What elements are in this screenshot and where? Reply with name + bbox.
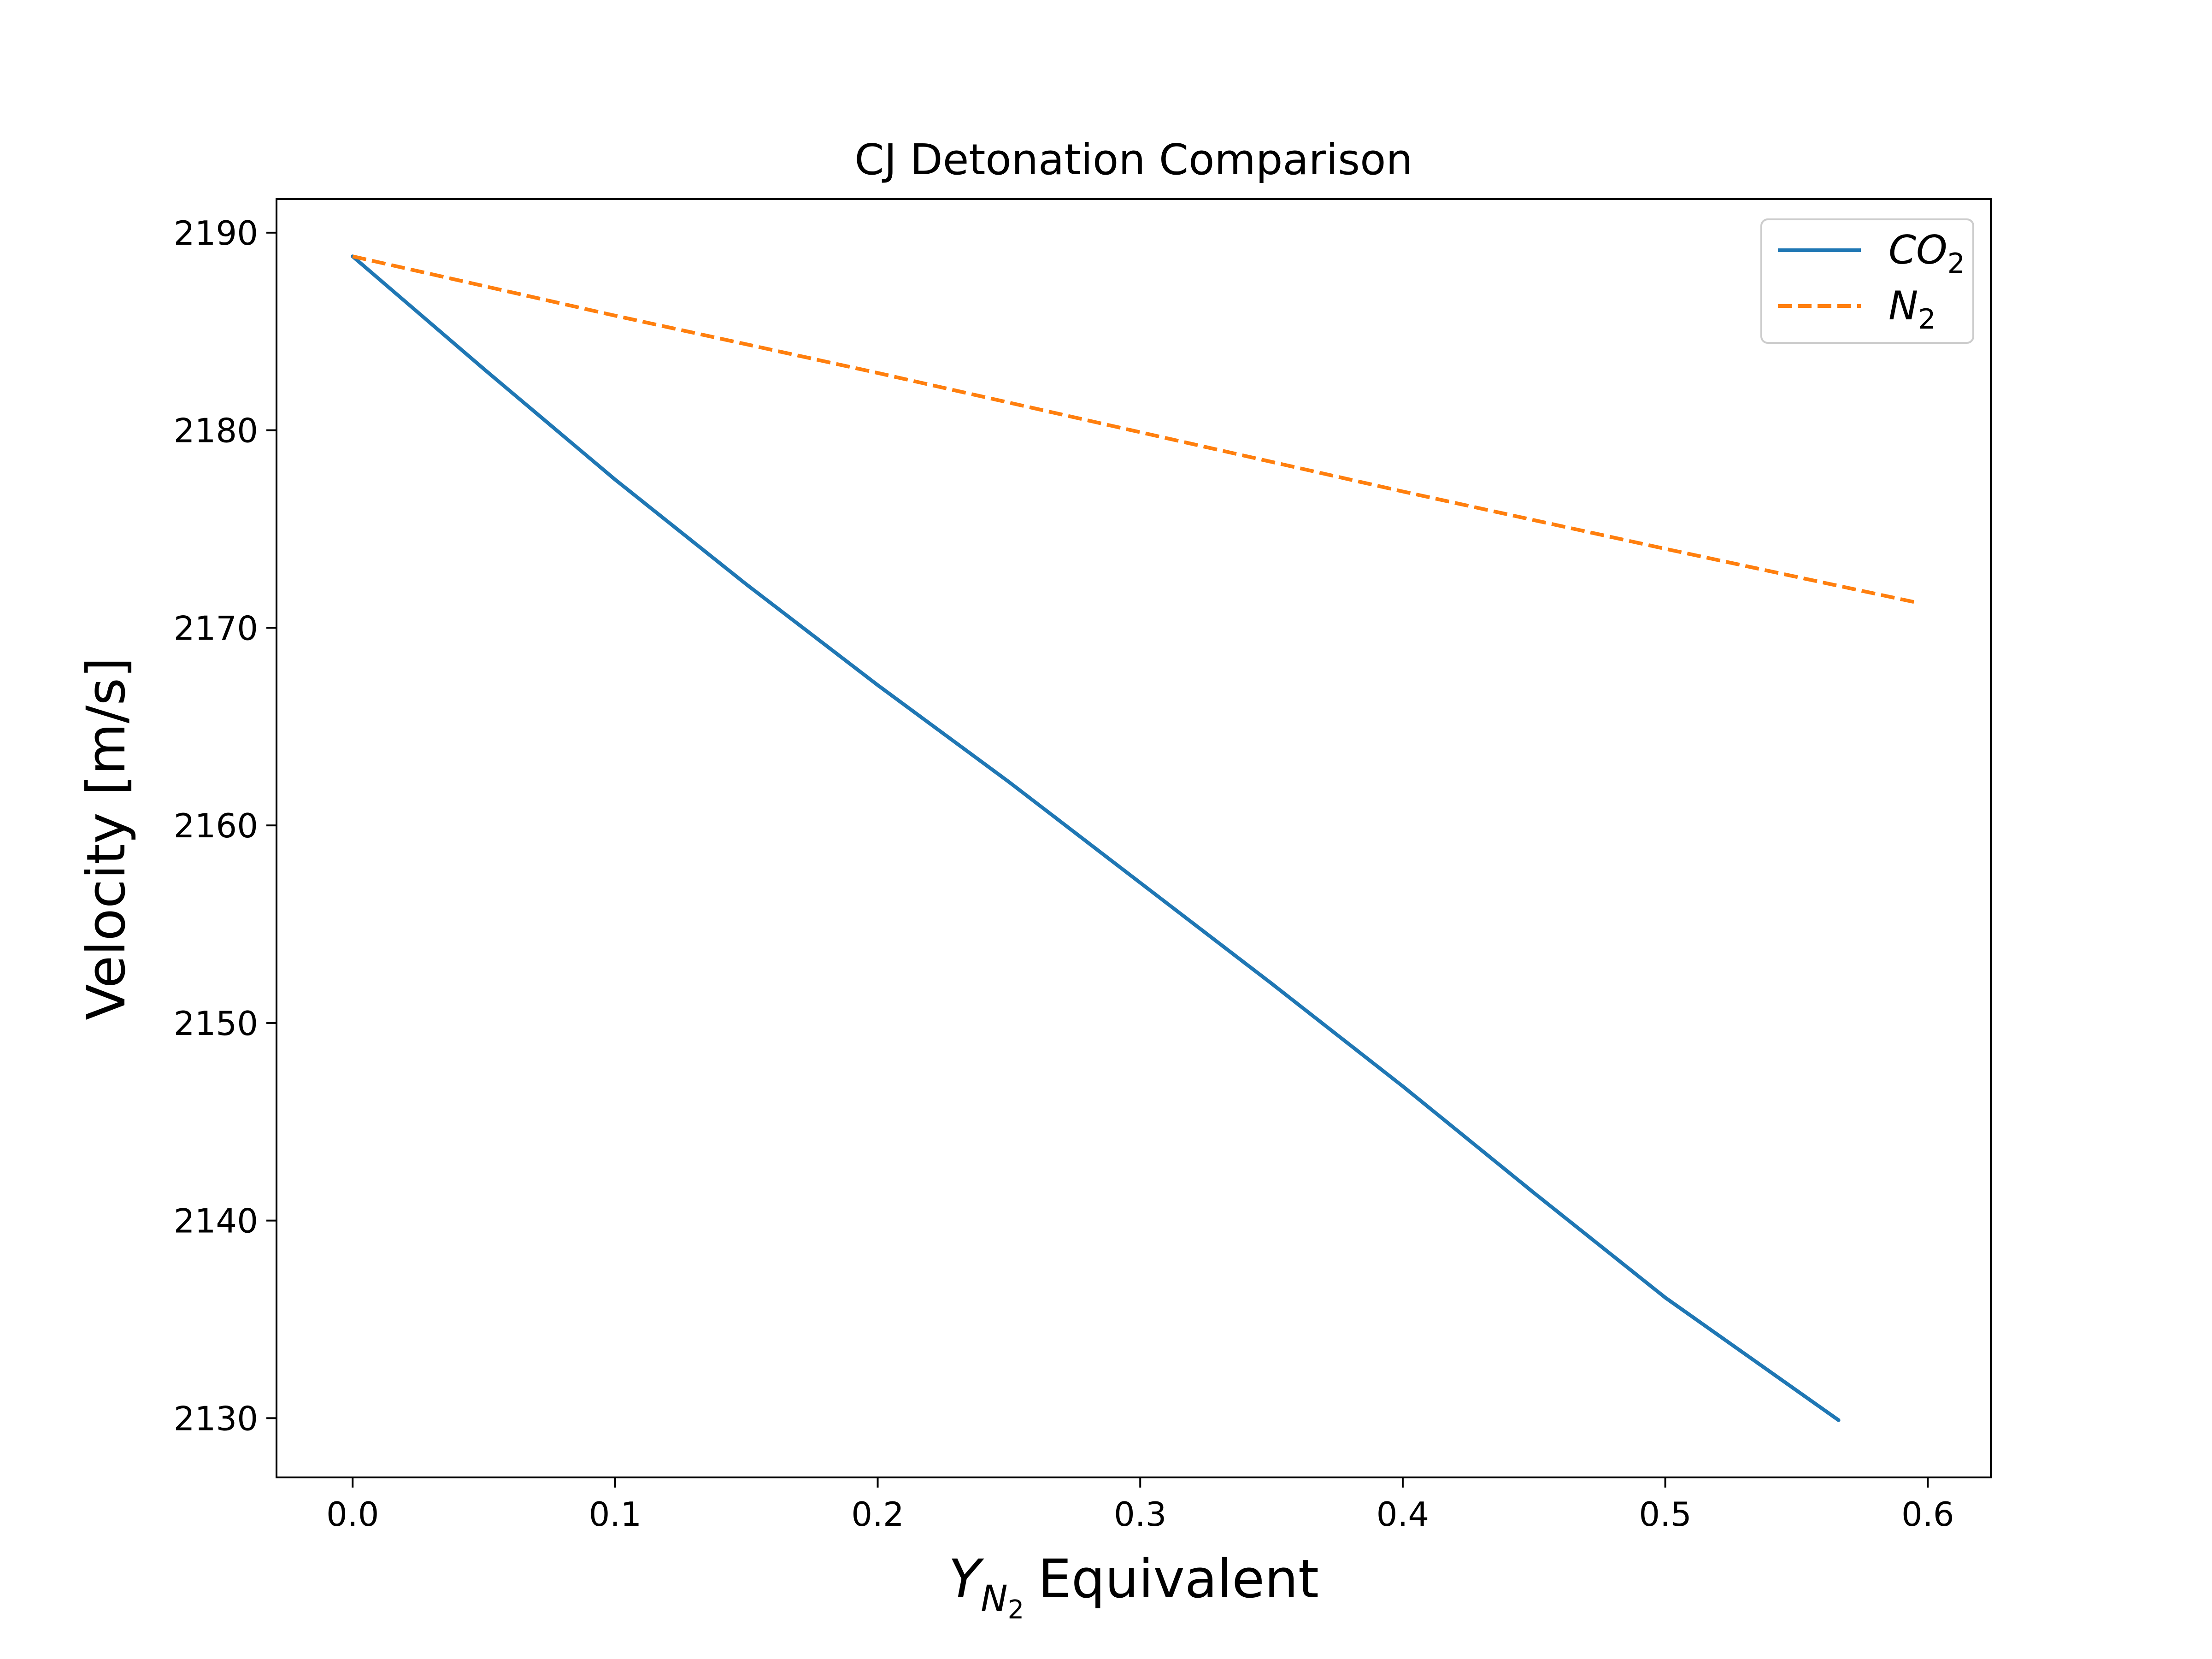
- x-axis-label-text: Equivalent: [1038, 1548, 1319, 1610]
- y-tick-label: 2170: [174, 609, 258, 647]
- legend-label-co2-name: CO: [1888, 227, 1947, 273]
- x-tick-label: 0.4: [1377, 1495, 1430, 1534]
- chart-title: CJ Detonation Comparison: [854, 135, 1412, 184]
- y-tick-label: 2160: [174, 806, 258, 845]
- x-tick-label: 0.6: [1901, 1495, 1954, 1534]
- x-tick-label: 0.2: [851, 1495, 904, 1534]
- x-axis-label-subscript-symbol: N: [981, 1578, 1007, 1620]
- y-axis-label: Velocity [m/s]: [76, 657, 137, 1020]
- series-layer: [351, 254, 1915, 1422]
- legend-label-co2: CO2: [1888, 227, 1965, 280]
- y-axis-ticks: 2130 2140 2150 2160 2170 2180 2190: [174, 214, 276, 1438]
- plot-frame: [276, 198, 1992, 1478]
- x-axis-label: YN2 Equivalent: [948, 1548, 1319, 1625]
- y-tick-label: 2150: [174, 1004, 258, 1043]
- x-axis-ticks: 0.0 0.1 0.2 0.3 0.4 0.5 0.6: [326, 1477, 1954, 1534]
- series-line-co2: [351, 254, 1841, 1422]
- x-tick-label: 0.0: [326, 1495, 379, 1534]
- plot-area: [276, 199, 1991, 1477]
- y-tick-label: 2130: [174, 1399, 258, 1438]
- x-axis-label-subscript-index: 2: [1008, 1595, 1024, 1625]
- series-line-n2: [352, 254, 1915, 604]
- x-tick-label: 0.3: [1114, 1495, 1167, 1534]
- x-axis-label-symbol: Y: [948, 1548, 984, 1610]
- y-tick-label: 2180: [174, 412, 258, 450]
- legend-label-co2-subscript: 2: [1947, 247, 1965, 280]
- y-tick-label: 2190: [174, 214, 258, 253]
- legend-label-n2: N2: [1888, 283, 1936, 335]
- legend: CO2 N2: [1760, 218, 1974, 344]
- x-tick-label: 0.1: [589, 1495, 642, 1534]
- legend-label-n2-subscript: 2: [1918, 303, 1936, 335]
- x-tick-label: 0.5: [1639, 1495, 1692, 1534]
- legend-label-n2-name: N: [1888, 283, 1918, 329]
- y-tick-label: 2140: [174, 1202, 258, 1241]
